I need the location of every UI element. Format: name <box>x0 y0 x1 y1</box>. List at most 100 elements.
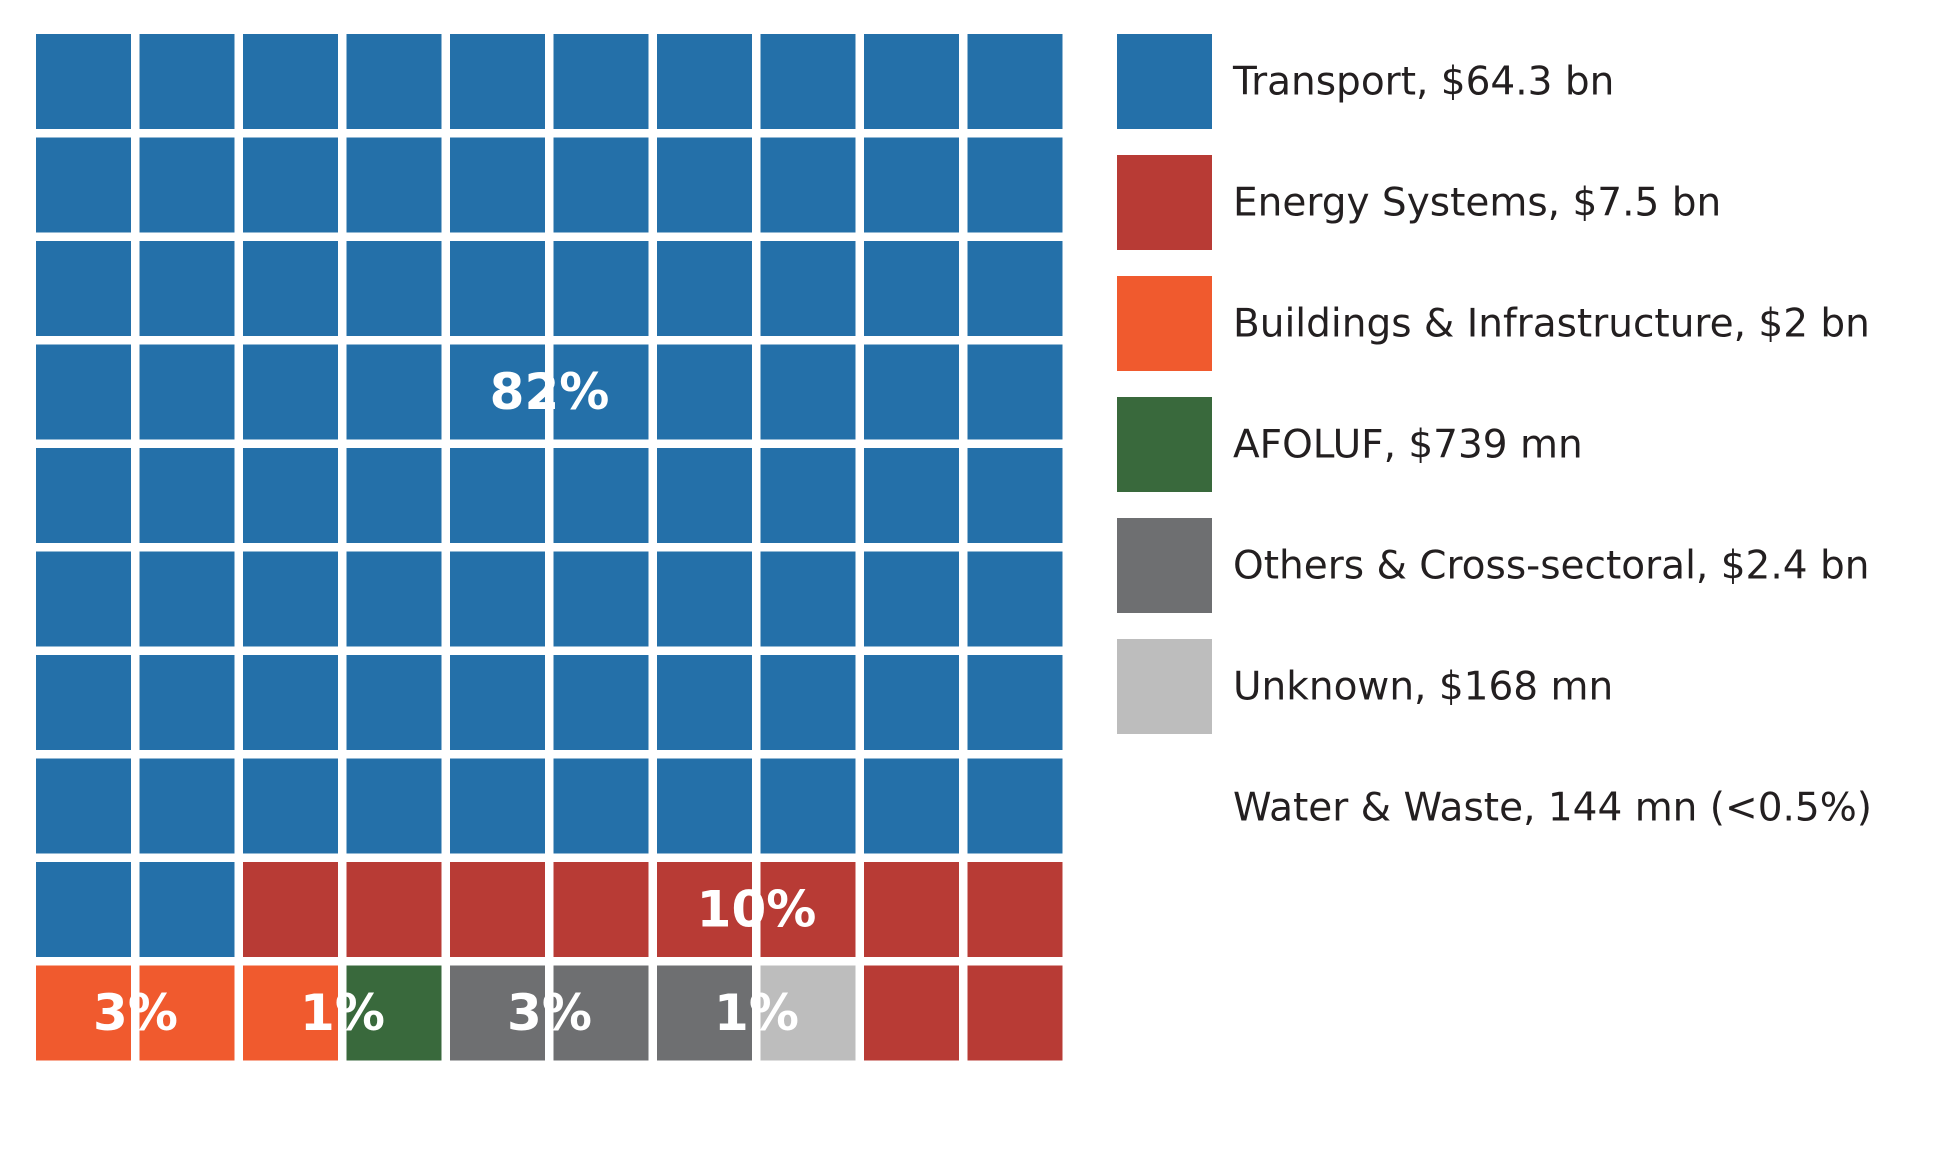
waffle-cell-transport <box>346 241 442 336</box>
waffle-cell-buildings <box>139 965 235 1061</box>
legend-swatch-transport <box>1117 34 1212 129</box>
waffle-cell-transport <box>139 241 235 336</box>
waffle-cell-transport <box>864 448 959 543</box>
waffle-cell-transport <box>760 448 856 543</box>
waffle-cell-transport <box>657 137 752 233</box>
waffle-cell-transport <box>346 758 442 854</box>
waffle-cell-transport <box>450 448 545 543</box>
waffle-cell-transport <box>36 758 131 854</box>
waffle-cell-unknown <box>760 965 856 1061</box>
waffle-cell-transport <box>36 551 131 647</box>
waffle-cell-transport <box>450 34 545 129</box>
waffle-cell-transport <box>36 448 131 543</box>
waffle-cell-transport <box>553 34 649 129</box>
waffle-cell-transport <box>864 137 959 233</box>
legend-label-water: Water & Waste, 144 mn (<0.5%) <box>1233 786 1872 831</box>
waffle-cell-energy <box>243 862 338 957</box>
waffle-cell-transport <box>967 758 1063 854</box>
waffle-cell-energy <box>657 862 752 957</box>
waffle-cell-transport <box>450 551 545 647</box>
waffle-cell-energy <box>760 862 856 957</box>
waffle-cell-transport <box>139 551 235 647</box>
waffle-cell-transport <box>657 344 752 440</box>
waffle-cell-transport <box>967 137 1063 233</box>
waffle-cell-transport <box>760 758 856 854</box>
waffle-cell-transport <box>450 344 545 440</box>
waffle-cell-transport <box>864 758 959 854</box>
waffle-cell-energy <box>864 862 959 957</box>
waffle-cell-transport <box>657 34 752 129</box>
waffle-cell-transport <box>657 241 752 336</box>
waffle-cell-others <box>553 965 649 1061</box>
waffle-cell-transport <box>760 551 856 647</box>
waffle-cell-transport <box>346 34 442 129</box>
waffle-cell-transport <box>36 655 131 750</box>
waffle-cell-transport <box>243 551 338 647</box>
waffle-cell-transport <box>553 241 649 336</box>
waffle-cell-transport <box>967 448 1063 543</box>
waffle-cell-transport <box>553 344 649 440</box>
waffle-cell-others <box>657 965 752 1061</box>
waffle-cell-transport <box>139 448 235 543</box>
waffle-cell-transport <box>864 241 959 336</box>
legend-label-unknown: Unknown, $168 mn <box>1233 665 1613 710</box>
waffle-cell-energy <box>864 965 959 1061</box>
waffle-cell-transport <box>139 344 235 440</box>
waffle-cell-transport <box>243 34 338 129</box>
legend-label-others: Others & Cross-sectoral, $2.4 bn <box>1233 544 1869 589</box>
waffle-cell-transport <box>553 758 649 854</box>
waffle-cell-energy <box>553 862 649 957</box>
waffle-cell-transport <box>36 344 131 440</box>
waffle-cell-transport <box>967 655 1063 750</box>
waffle-cell-transport <box>967 34 1063 129</box>
legend-swatch-afoluf <box>1117 397 1212 492</box>
legend: Transport, $64.3 bn Energy Systems, $7.5 … <box>1117 34 1872 855</box>
percent-label-unknown: 1% <box>714 984 799 1042</box>
legend-label-transport: Transport, $64.3 bn <box>1232 60 1614 105</box>
legend-swatch-energy <box>1117 155 1212 250</box>
waffle-cell-transport <box>243 137 338 233</box>
waffle-cell-transport <box>657 655 752 750</box>
waffle-cell-transport <box>36 137 131 233</box>
waffle-cell-transport <box>967 241 1063 336</box>
percent-label-energy: 10% <box>697 881 817 939</box>
waffle-cell-transport <box>346 655 442 750</box>
waffle-cell-transport <box>36 34 131 129</box>
waffle-cell-transport <box>243 241 338 336</box>
waffle-cell-transport <box>36 241 131 336</box>
waffle-cell-transport <box>553 655 649 750</box>
waffle-cell-transport <box>657 551 752 647</box>
waffle-cell-transport <box>450 241 545 336</box>
legend-swatch-unknown <box>1117 639 1212 734</box>
percent-label-transport: 82% <box>490 363 610 421</box>
waffle-cell-transport <box>760 137 856 233</box>
waffle-cell-transport <box>553 137 649 233</box>
legend-label-buildings: Buildings & Infrastructure, $2 bn <box>1233 302 1870 347</box>
waffle-cell-energy <box>450 862 545 957</box>
waffle-cell-transport <box>760 655 856 750</box>
waffle-cell-transport <box>139 34 235 129</box>
waffle-cell-transport <box>346 137 442 233</box>
waffle-cell-transport <box>967 551 1063 647</box>
waffle-cell-transport <box>864 655 959 750</box>
legend-label-energy: Energy Systems, $7.5 bn <box>1233 181 1721 226</box>
waffle-cell-transport <box>139 655 235 750</box>
waffle-cell-transport <box>36 862 131 957</box>
percent-label-others: 3% <box>507 984 592 1042</box>
waffle-cell-transport <box>139 137 235 233</box>
waffle-cell-energy <box>967 862 1063 957</box>
waffle-cell-transport <box>139 862 235 957</box>
legend-swatch-others <box>1117 518 1212 613</box>
waffle-cell-energy <box>346 862 442 957</box>
legend-swatch-water <box>1117 760 1212 855</box>
waffle-cell-transport <box>864 34 959 129</box>
waffle-cell-transport <box>657 758 752 854</box>
waffle-cell-transport <box>450 137 545 233</box>
percent-label-afoluf: 1% <box>300 984 385 1042</box>
waffle-cell-transport <box>139 758 235 854</box>
percent-label-buildings: 3% <box>93 984 178 1042</box>
waffle-cell-transport <box>760 241 856 336</box>
waffle-cell-transport <box>346 551 442 647</box>
legend-swatch-buildings <box>1117 276 1212 371</box>
